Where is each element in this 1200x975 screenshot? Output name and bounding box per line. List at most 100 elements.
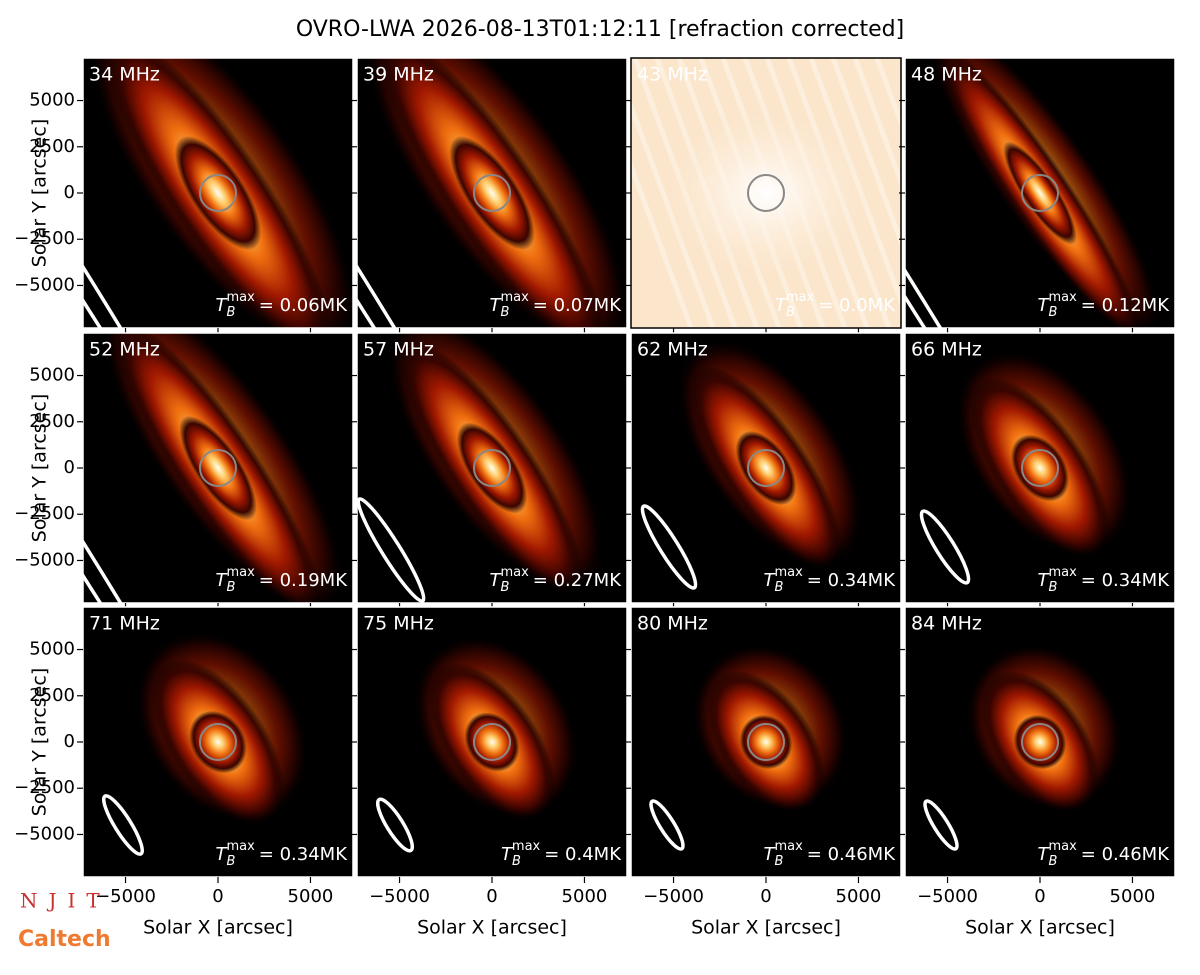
tb-sub: B (512, 854, 521, 869)
emission-core (174, 135, 262, 251)
panel-label: 75 MHz (363, 613, 434, 635)
tb-value: = 0.07MK (533, 295, 622, 316)
x-tick-label: 0 (1034, 886, 1045, 907)
panel: 34 MHz TBmax = 0.06MK −5000 −2500 0 2500 5000 So… (14, 57, 354, 334)
x-axis-label: Solar X [arcsec] (965, 917, 1115, 939)
tb-sup: max (786, 290, 815, 305)
y-tick-label: −2500 (14, 777, 75, 798)
panel-label: 43 MHz (637, 64, 708, 86)
y-tick-label: 2500 (29, 685, 75, 706)
x-axis-label: Solar X [arcsec] (417, 917, 567, 939)
panel: 39 MHz TBmax = 0.07MK (351, 57, 628, 334)
emission-core (179, 415, 257, 521)
tb-sub: B (786, 305, 795, 320)
x-tick-label: −5000 (917, 886, 978, 907)
x-tick-label: −5000 (643, 886, 704, 907)
tb-sub: B (501, 580, 510, 595)
tb-value: = 0.0MK (818, 295, 896, 316)
beam (923, 799, 959, 851)
tb-annotation: TBmax = 0.27MK (490, 565, 623, 595)
solar-disk (747, 449, 785, 487)
image (631, 607, 901, 877)
tb-value: = 0.46MK (807, 844, 896, 865)
tb-sup: max (1048, 565, 1077, 580)
y-tick-label: 0 (64, 182, 75, 203)
panel: 62 MHz TBmax = 0.34MK (625, 332, 902, 609)
solar-disk (747, 723, 785, 761)
panel: 57 MHz TBmax = 0.27MK (351, 332, 628, 609)
tb-sub: B (1049, 305, 1058, 320)
image (357, 333, 627, 603)
image (357, 607, 627, 877)
panel: 80 MHz TBmax = 0.46MK −5000 0 5000 Solar X [ar… (625, 606, 902, 939)
tb-sup: max (512, 839, 541, 854)
tb-symbol: T (775, 295, 788, 316)
image (905, 607, 1175, 877)
solar-disk (1021, 449, 1059, 487)
beam (357, 497, 426, 603)
panel-label: 66 MHz (911, 339, 982, 361)
tb-sup: max (226, 290, 255, 305)
panel-label: 71 MHz (89, 613, 160, 635)
image (83, 333, 353, 603)
x-tick-label: 5000 (1110, 886, 1156, 907)
tb-value: = 0.34MK (807, 570, 896, 591)
beam (640, 504, 698, 590)
y-tick-label: 5000 (29, 639, 75, 660)
tb-annotation: TBmax = 0.34MK (764, 565, 897, 595)
tb-value: = 0.19MK (259, 570, 348, 591)
panel-label: 48 MHz (911, 64, 982, 86)
panel-label: 34 MHz (89, 64, 160, 86)
emission-core (456, 422, 528, 514)
solar-disk (199, 174, 237, 212)
x-tick-label: 0 (760, 886, 771, 907)
tb-symbol: T (490, 295, 503, 316)
streak (631, 158, 694, 328)
tb-annotation: TBmax = 0.34MK (1038, 565, 1171, 595)
tb-symbol: T (490, 570, 503, 591)
y-tick-label: 0 (64, 731, 75, 752)
tb-sup: max (1048, 290, 1077, 305)
tb-sub: B (1049, 580, 1058, 595)
image (905, 58, 1175, 328)
solar-disk (199, 449, 237, 487)
y-axis-label: Solar Y [arcsec] (29, 119, 51, 267)
image (83, 58, 353, 328)
tb-sup: max (774, 839, 803, 854)
tb-value: = 0.46MK (1081, 844, 1170, 865)
tb-annotation: TBmax = 0.06MK (216, 290, 349, 320)
x-axis-label: Solar X [arcsec] (143, 917, 293, 939)
tb-sub: B (1049, 854, 1058, 869)
tb-value: = 0.4MK (544, 844, 622, 865)
y-tick-label: 5000 (29, 365, 75, 386)
image (905, 333, 1175, 603)
x-tick-label: 5000 (562, 886, 608, 907)
solar-disk (473, 449, 511, 487)
tb-sup: max (500, 290, 529, 305)
tb-sup: max (774, 565, 803, 580)
solar-disk (1021, 723, 1059, 761)
panel-label: 80 MHz (637, 613, 708, 635)
tb-sub: B (775, 854, 784, 869)
tb-annotation: TBmax = 0.4MK (501, 839, 622, 869)
image (357, 58, 627, 328)
x-tick-label: 0 (212, 886, 223, 907)
panel-label: 84 MHz (911, 613, 982, 635)
y-tick-label: −5000 (14, 823, 75, 844)
panel-label: 39 MHz (363, 64, 434, 86)
x-tick-label: 0 (486, 886, 497, 907)
tb-annotation: TBmax = 0.0MK (775, 290, 896, 320)
panel: 71 MHz TBmax = 0.34MK −5000 0 5000 −5000 −2500 0… (14, 606, 354, 939)
panel: 43 MHz TBmax = 0.0MK (625, 57, 902, 334)
logo-caltech: Caltech (18, 927, 111, 952)
panel-label: 62 MHz (637, 339, 708, 361)
tb-annotation: TBmax = 0.46MK (1038, 839, 1171, 869)
emission-core (735, 430, 797, 506)
tb-value: = 0.06MK (259, 295, 348, 316)
emission-core (189, 710, 247, 774)
tb-value: = 0.34MK (259, 844, 348, 865)
tb-annotation: TBmax = 0.46MK (764, 839, 897, 869)
tb-symbol: T (216, 844, 229, 865)
tb-symbol: T (1038, 570, 1051, 591)
